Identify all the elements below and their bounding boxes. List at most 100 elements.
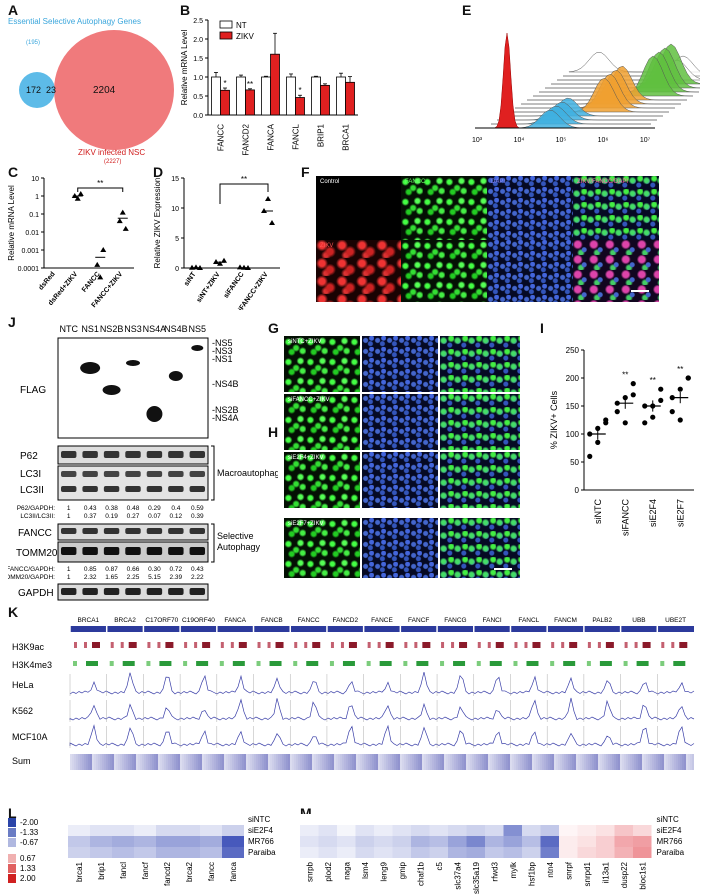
sum-bar xyxy=(100,754,102,770)
heatmap-cell xyxy=(200,836,222,847)
sum-bar xyxy=(296,754,298,770)
sum-bar xyxy=(258,754,260,770)
data-point xyxy=(221,257,227,263)
y-tick-label: 2.0 xyxy=(193,37,203,44)
y-axis-label: Relative mRNA Level xyxy=(7,185,16,261)
blot-band xyxy=(189,471,205,477)
heatmap-cell xyxy=(318,825,337,836)
chip-peak xyxy=(157,642,161,648)
panel-label-d: D xyxy=(153,164,164,180)
heatmap-cell xyxy=(90,836,112,847)
chip-peak xyxy=(634,642,638,648)
column-label: leng9 xyxy=(379,861,388,881)
sum-bar xyxy=(624,754,626,770)
sum-bar xyxy=(614,754,616,770)
chip-peak xyxy=(312,642,321,648)
legend-value: 1.33 xyxy=(20,864,36,873)
data-point xyxy=(642,420,648,426)
micro-g-sifancc: siFANCC+ZIKV xyxy=(284,394,360,450)
sum-bar xyxy=(270,754,272,770)
sum-bar xyxy=(152,754,154,770)
chip-peak xyxy=(526,661,539,666)
sum-bar xyxy=(596,754,598,770)
micro-label: siFANCC+ZIKV xyxy=(288,397,330,403)
lane-label: NS4A xyxy=(143,324,167,334)
sum-bar xyxy=(256,754,258,770)
data-point xyxy=(595,425,601,431)
gene-label: FANCC xyxy=(298,617,320,624)
chip-peak xyxy=(661,642,665,648)
sum-bar xyxy=(406,754,408,770)
ratio-value: 2.39 xyxy=(170,574,183,581)
data-point xyxy=(630,392,636,398)
chip-peak xyxy=(159,661,172,666)
sum-bar xyxy=(490,754,492,770)
sum-bar xyxy=(162,754,164,770)
ratio-value: 0.39 xyxy=(191,513,204,520)
heatmap-cell xyxy=(68,814,90,825)
micro-h-sie2f4-merge xyxy=(440,452,520,508)
data-point xyxy=(77,190,84,196)
ratio-value: 0.59 xyxy=(191,505,204,512)
x-tick-label: 10³ xyxy=(472,137,483,144)
blot-label: FANCC xyxy=(18,528,52,539)
chip-peak xyxy=(440,661,445,666)
chip-peak xyxy=(238,642,247,648)
significance-bracket xyxy=(77,187,124,192)
sum-bar xyxy=(216,754,218,770)
micro-f-merge: ZIKV/FANCC/DAPI xyxy=(573,176,659,240)
heatmap-cell xyxy=(411,836,430,847)
y-tick-label: 15 xyxy=(171,176,179,183)
sum-bar xyxy=(306,754,308,770)
sum-bar xyxy=(178,754,180,770)
panel-label-c: C xyxy=(8,164,19,180)
sum-bar xyxy=(280,754,282,770)
sum-bar xyxy=(618,754,620,770)
blot-band xyxy=(61,486,77,492)
y-tick-label: 10 xyxy=(31,176,39,183)
column-label: slc37a4 xyxy=(453,861,462,889)
heatmap-cell xyxy=(112,825,134,836)
sum-bar xyxy=(176,754,178,770)
heatmap-cell xyxy=(540,814,559,825)
chip-peak xyxy=(561,642,565,648)
gene-label: UBE2T xyxy=(665,617,686,624)
blot-band xyxy=(82,486,98,492)
micro-label: DAPI xyxy=(491,179,506,185)
chip-peak xyxy=(109,661,114,666)
heatmap-cell xyxy=(222,814,244,825)
chip-peak xyxy=(673,661,686,666)
histogram-layer xyxy=(497,101,657,121)
track-label: H3K9ac xyxy=(12,642,45,652)
x-tick-label: 10⁵ xyxy=(556,137,567,144)
data-point xyxy=(265,196,271,201)
chip-peak xyxy=(194,642,198,648)
column-label: naga xyxy=(342,861,351,879)
sum-bar xyxy=(70,754,72,770)
chip-peak xyxy=(550,661,555,666)
legend-swatch xyxy=(8,864,16,873)
row-label: Paraiba xyxy=(248,848,276,857)
heatmap-m: siNTC siE2F4 MR766 Paraiba snrpb plod2 naga lsm… xyxy=(300,814,685,894)
sum-bar xyxy=(264,754,266,770)
blot-band xyxy=(103,528,120,534)
x-tick-label: siNT xyxy=(183,271,198,288)
sum-bar xyxy=(174,754,176,770)
bar-nt xyxy=(286,76,296,116)
heatmap-cell xyxy=(392,814,411,825)
sum-bar xyxy=(436,754,438,770)
column-label: ntn4 xyxy=(546,861,555,877)
chip-peak xyxy=(330,642,334,648)
sum-bar xyxy=(88,754,90,770)
sum-bar xyxy=(102,754,104,770)
chip-peak xyxy=(642,642,651,648)
sum-bar xyxy=(394,754,396,770)
heatmap-cell xyxy=(577,847,596,858)
data-point xyxy=(658,397,664,403)
blot-band xyxy=(168,371,183,381)
heatmap-cell xyxy=(614,814,633,825)
heatmap-cell xyxy=(134,847,156,858)
data-point xyxy=(97,274,104,280)
sum-bar xyxy=(576,754,578,770)
coverage-track xyxy=(69,672,695,695)
